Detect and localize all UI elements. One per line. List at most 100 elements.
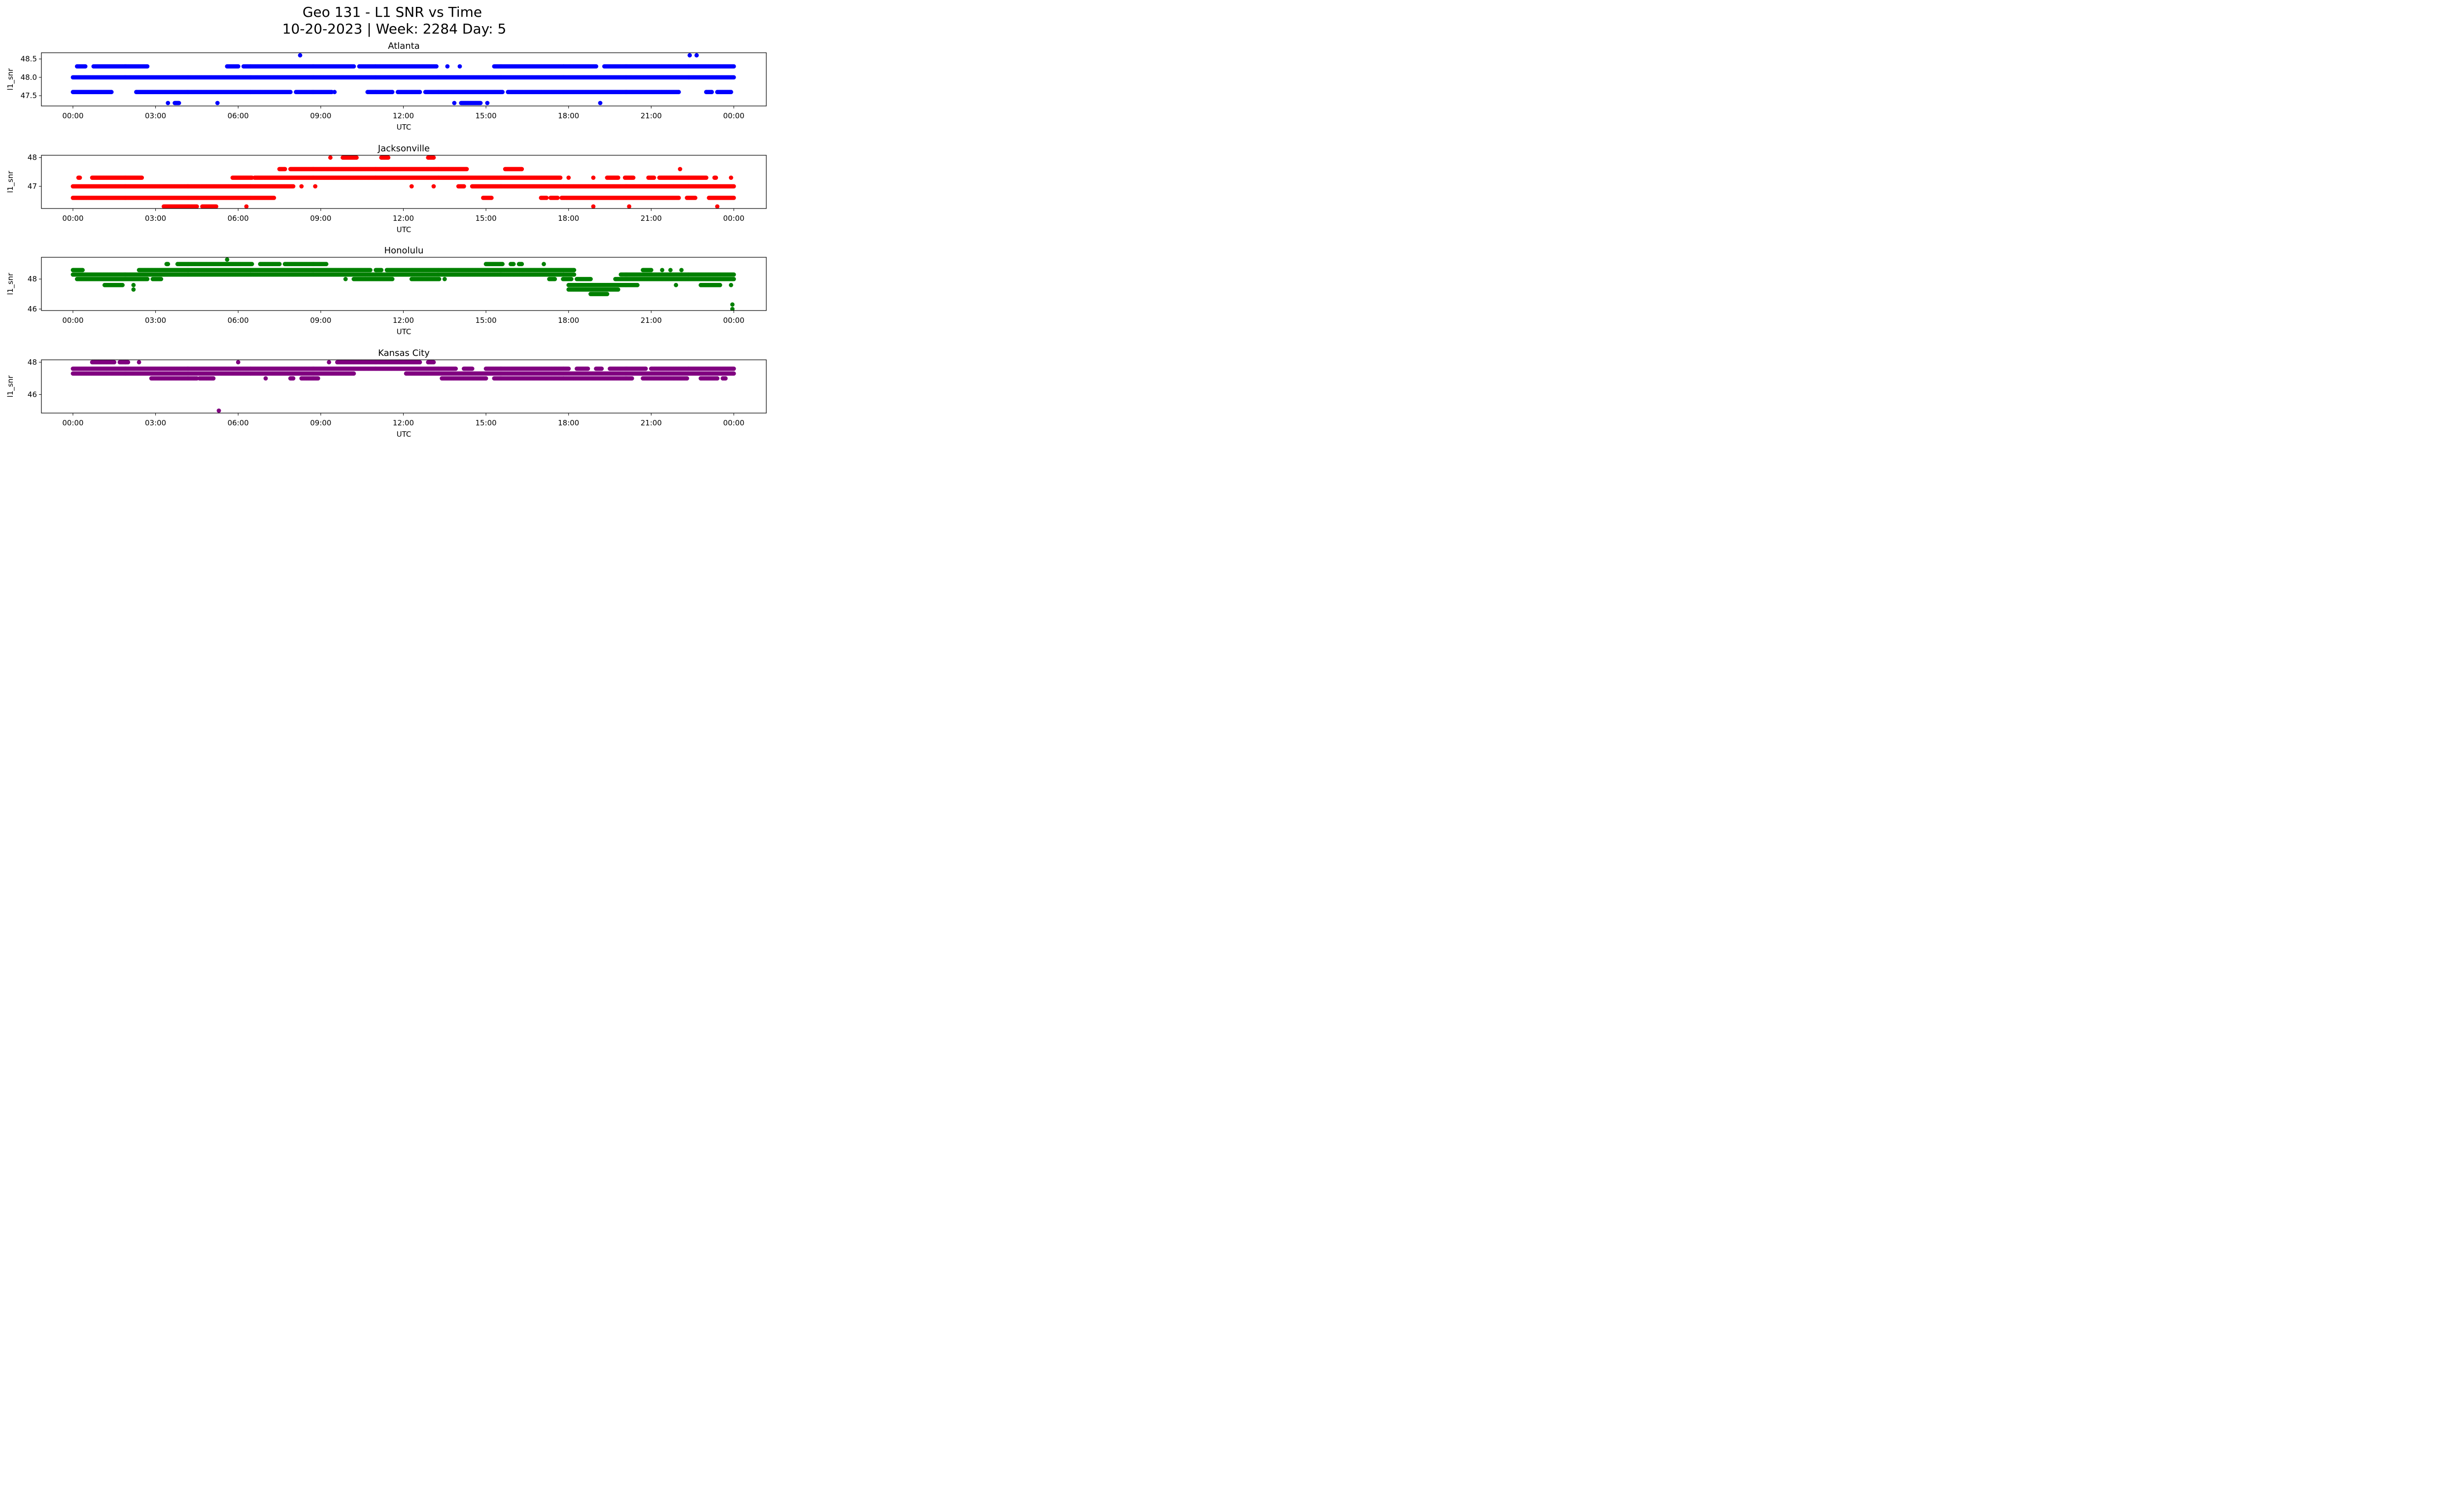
data-point <box>478 101 483 105</box>
data-point <box>591 175 596 180</box>
x-tick-label: 12:00 <box>393 111 414 120</box>
data-point <box>709 90 714 95</box>
data-point <box>588 277 593 281</box>
data-point <box>452 101 457 105</box>
data-point <box>445 64 450 69</box>
data-point <box>83 64 88 69</box>
data-point <box>195 204 199 209</box>
data-point <box>500 90 505 95</box>
plot-frame <box>41 52 767 106</box>
data-point <box>145 64 150 69</box>
data-point <box>694 53 699 58</box>
data-point <box>166 101 171 105</box>
data-point <box>282 167 287 172</box>
data-point <box>489 196 494 200</box>
points-layer <box>70 257 736 311</box>
x-tick-label: 15:00 <box>476 111 497 120</box>
data-point <box>390 90 395 95</box>
data-point <box>462 184 466 189</box>
y-tick-label: 47.5 <box>21 91 37 100</box>
x-tick-label: 00:00 <box>723 111 744 120</box>
data-point <box>731 75 736 80</box>
x-tick-label: 18:00 <box>558 111 579 120</box>
x-tick-label: 09:00 <box>310 214 331 223</box>
data-point <box>566 175 571 180</box>
plot-frame <box>41 155 767 209</box>
data-point <box>214 204 218 209</box>
data-point <box>598 101 603 105</box>
data-point <box>409 184 414 189</box>
data-point <box>442 277 447 281</box>
data-point <box>715 204 719 209</box>
data-point <box>272 196 276 200</box>
points-layer <box>70 155 736 209</box>
data-point <box>390 277 395 281</box>
y-axis-label: l1_snr <box>6 171 15 193</box>
data-point <box>343 277 348 281</box>
x-tick-label: 06:00 <box>228 111 249 120</box>
panel-title: Jacksonville <box>377 143 430 154</box>
data-point <box>651 175 656 180</box>
y-tick-label: 48 <box>28 153 37 162</box>
data-point <box>215 101 220 105</box>
snr-figure: Geo 131 - L1 SNR vs Time 10-20-2023 | We… <box>6 4 767 439</box>
data-point <box>313 184 318 189</box>
y-tick-label: 48.0 <box>21 73 37 82</box>
data-point <box>558 175 563 180</box>
data-point <box>176 101 181 105</box>
data-point <box>299 184 304 189</box>
panels: Atlanta 00:00 03:00 06:00 09:00 12:00 15:00 18:… <box>6 41 767 439</box>
data-point <box>616 175 620 180</box>
data-point <box>80 268 85 273</box>
x-tick-label: 15:00 <box>476 214 497 223</box>
data-point <box>328 155 333 160</box>
data-point <box>354 155 359 160</box>
data-point <box>693 196 698 200</box>
data-point <box>729 175 733 180</box>
data-point <box>704 175 709 180</box>
data-point <box>714 175 719 180</box>
data-point <box>386 155 391 160</box>
x-tick-label: 12:00 <box>393 214 414 223</box>
data-point <box>731 272 736 277</box>
data-point <box>729 90 733 95</box>
x-axis-label: UTC <box>397 123 411 132</box>
data-point <box>434 64 439 69</box>
data-point <box>457 64 462 69</box>
data-point <box>676 90 681 95</box>
data-point <box>569 277 574 281</box>
panel-title: Atlanta <box>388 41 420 51</box>
data-point <box>77 175 82 180</box>
data-point <box>627 204 632 209</box>
data-point <box>368 268 373 273</box>
y-tick-label: 48.5 <box>21 55 37 64</box>
panel-title: Honolulu <box>384 245 424 256</box>
y-axis-label: l1_snr <box>6 68 15 91</box>
x-tick-label: 21:00 <box>641 111 662 120</box>
data-point <box>244 204 249 209</box>
data-point <box>731 64 736 69</box>
data-point <box>544 196 549 200</box>
data-point <box>519 167 524 172</box>
data-point <box>731 184 736 189</box>
data-point <box>555 196 560 200</box>
data-point <box>332 90 337 95</box>
data-point <box>431 155 436 160</box>
data-point <box>594 64 598 69</box>
data-point <box>109 90 114 95</box>
data-point <box>431 184 436 189</box>
points-layer <box>70 53 736 105</box>
data-point <box>298 53 303 58</box>
x-tick-label: 18:00 <box>558 214 579 223</box>
data-point <box>288 90 293 95</box>
data-point <box>687 53 692 58</box>
x-tick-label: 03:00 <box>145 214 166 223</box>
data-point <box>731 277 736 281</box>
data-point <box>731 196 736 200</box>
data-point <box>437 277 442 281</box>
data-point <box>236 64 240 69</box>
x-tick-label: 09:00 <box>310 111 331 120</box>
